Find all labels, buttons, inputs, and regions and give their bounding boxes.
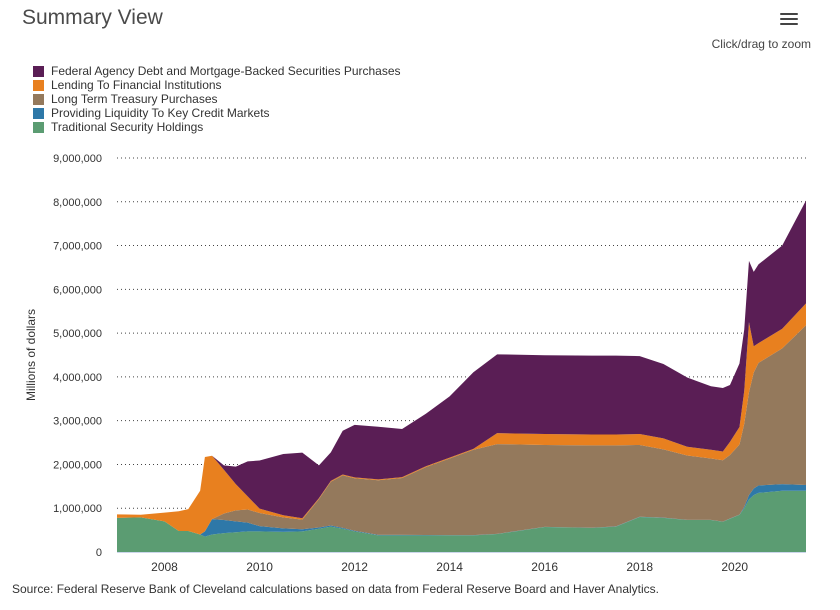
y-tick-label: 0: [96, 547, 102, 559]
x-tick-label: 2018: [626, 560, 653, 574]
area-series-traditional-security-holdings[interactable]: [117, 490, 806, 552]
y-tick-label: 3,000,000: [53, 416, 102, 428]
zoom-hint: Click/drag to zoom: [711, 37, 811, 51]
x-tick-label: 2008: [151, 560, 178, 574]
y-axis-title: Millions of dollars: [24, 309, 38, 401]
area-series-long-term-treasury-purchases[interactable]: [117, 325, 806, 536]
menu-bar: [780, 23, 798, 25]
legend-label: Federal Agency Debt and Mortgage-Backed …: [51, 64, 401, 78]
legend-swatch: [33, 65, 44, 77]
hamburger-menu-icon[interactable]: [778, 10, 800, 30]
legend-swatch: [33, 121, 44, 133]
legend-label: Traditional Security Holdings: [51, 120, 204, 134]
y-tick-label: 4,000,000: [53, 372, 102, 384]
x-tick-label: 2020: [721, 560, 748, 574]
legend-item-liquidity[interactable]: Providing Liquidity To Key Credit Market…: [33, 106, 401, 120]
x-tick-label: 2014: [436, 560, 463, 574]
legend-item-agency-mbs[interactable]: Federal Agency Debt and Mortgage-Backed …: [33, 64, 401, 78]
y-tick-label: 2,000,000: [53, 459, 102, 471]
y-tick-label: 1,000,000: [53, 503, 102, 515]
y-tick-label: 9,000,000: [53, 153, 102, 165]
source-note: Source: Federal Reserve Bank of Clevelan…: [12, 582, 660, 596]
x-tick-label: 2010: [246, 560, 273, 574]
chart-legend: Federal Agency Debt and Mortgage-Backed …: [33, 64, 401, 134]
menu-bar: [780, 18, 798, 20]
y-tick-label: 5,000,000: [53, 328, 102, 340]
legend-label: Providing Liquidity To Key Credit Market…: [51, 106, 270, 120]
legend-swatch: [33, 93, 44, 105]
page-title: Summary View: [22, 6, 163, 29]
y-tick-label: 6,000,000: [53, 284, 102, 296]
legend-label: Long Term Treasury Purchases: [51, 92, 218, 106]
menu-bar: [780, 13, 798, 15]
y-tick-label: 7,000,000: [53, 241, 102, 253]
area-series-lending-to-financial-institutions[interactable]: [117, 303, 806, 535]
legend-swatch: [33, 107, 44, 119]
legend-item-lending[interactable]: Lending To Financial Institutions: [33, 78, 401, 92]
x-tick-label: 2012: [341, 560, 368, 574]
legend-item-traditional[interactable]: Traditional Security Holdings: [33, 120, 401, 134]
y-tick-label: 8,000,000: [53, 197, 102, 209]
legend-label: Lending To Financial Institutions: [51, 78, 222, 92]
legend-swatch: [33, 79, 44, 91]
x-tick-label: 2016: [531, 560, 558, 574]
legend-item-treasury[interactable]: Long Term Treasury Purchases: [33, 92, 401, 106]
